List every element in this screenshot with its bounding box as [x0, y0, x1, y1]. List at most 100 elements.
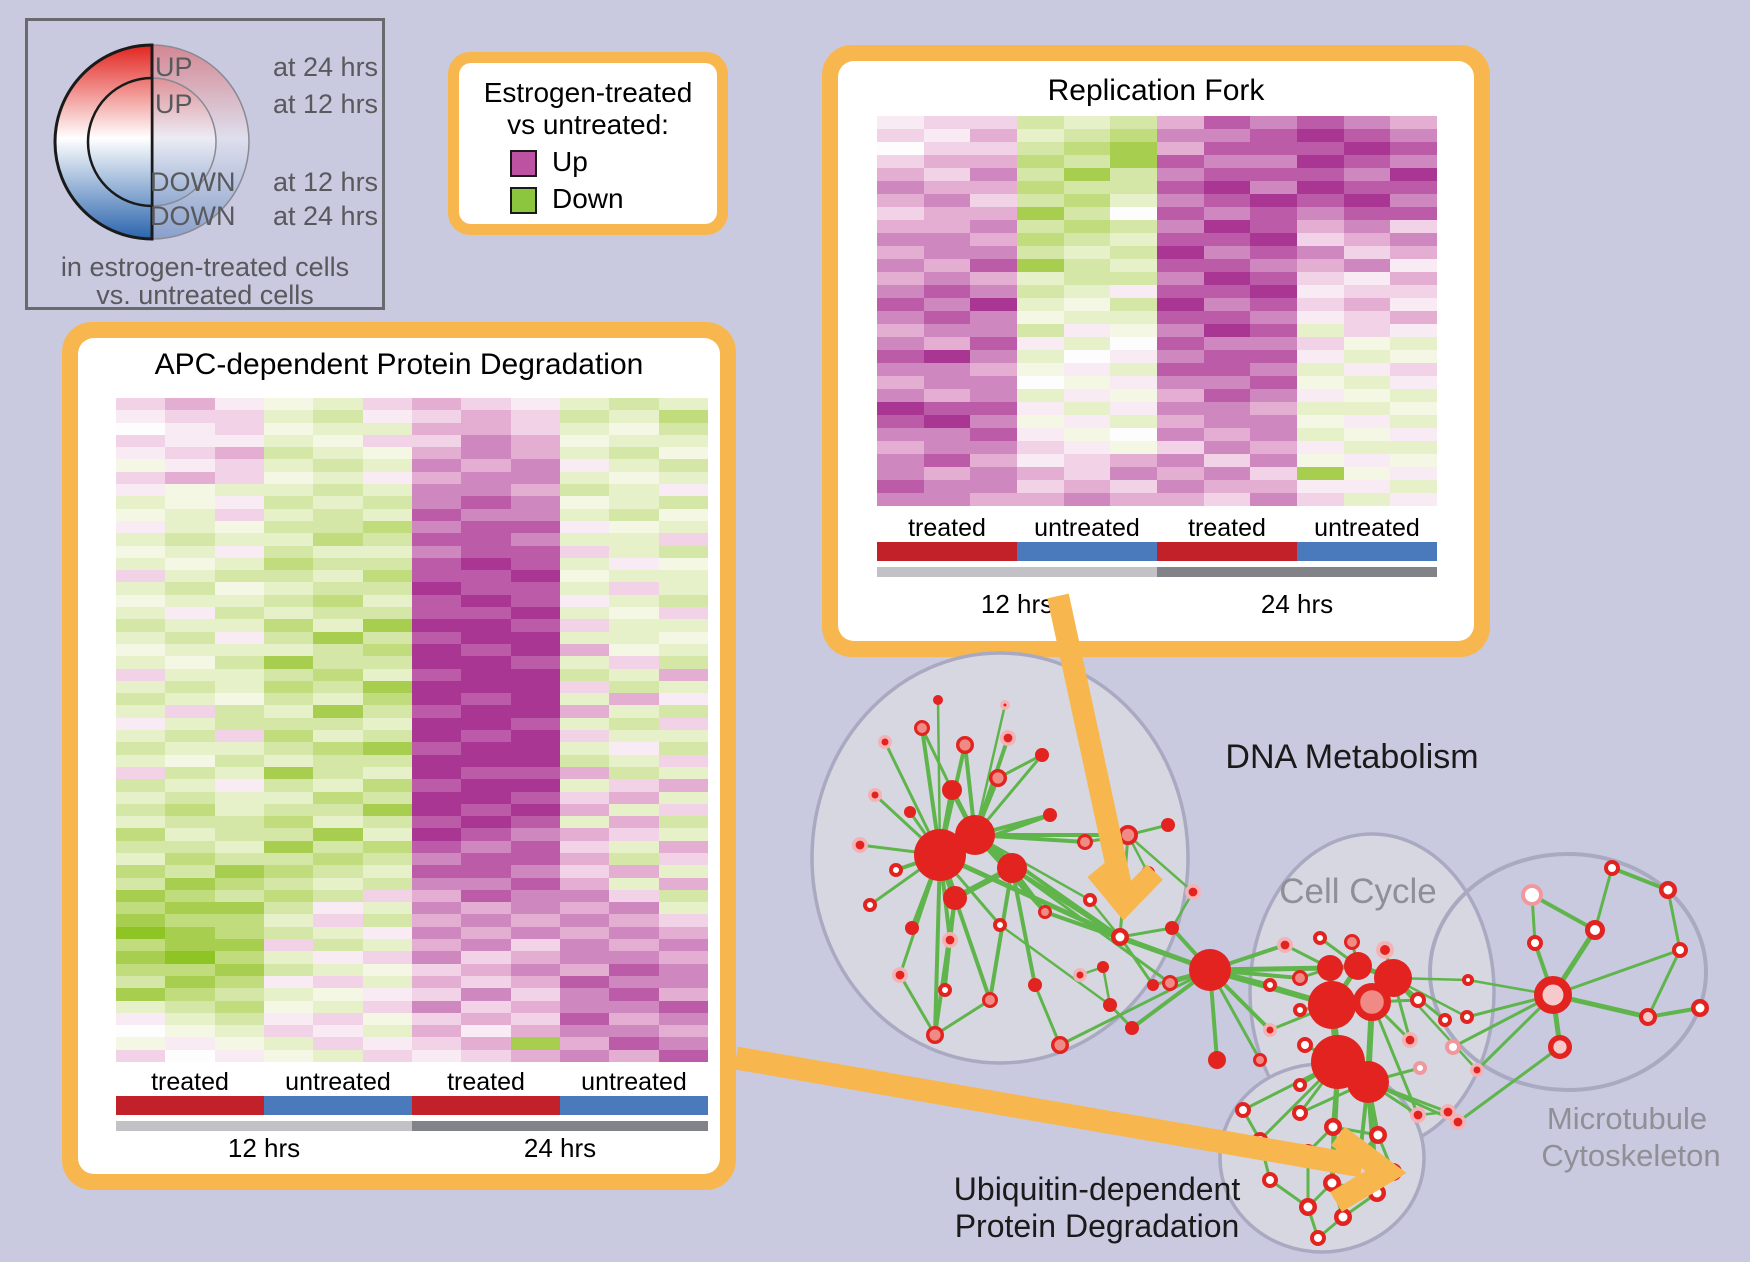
heatmap-cell [461, 484, 511, 497]
heatmap-cell [559, 398, 610, 411]
heatmap-cell [362, 852, 412, 866]
apc-group-treated-24: treated [447, 1068, 525, 1096]
heatmap-cell [1063, 155, 1111, 168]
heatmap-cell [1110, 389, 1158, 402]
heatmap-cell [461, 766, 511, 780]
heatmap-cell [411, 594, 462, 608]
heatmap-cell [510, 607, 560, 620]
heatmap-cell [877, 324, 924, 337]
heatmap-row [116, 398, 708, 411]
heatmap-cell [1110, 402, 1158, 415]
heatmap-cell [362, 754, 412, 767]
heatmap-cell [1110, 129, 1158, 142]
heatmap-cell [877, 142, 924, 155]
heatmap-cell [1063, 220, 1111, 233]
heatmap-row [877, 129, 1438, 142]
heatmap-cell [263, 1000, 314, 1013]
network-node-d31 [926, 1025, 945, 1044]
heatmap-cell [510, 975, 560, 989]
heatmap-row [877, 454, 1438, 467]
apc-group-labels: treated untreated treated untreated [116, 1068, 708, 1097]
heatmap-cell [313, 926, 363, 940]
heatmap-cell [362, 484, 412, 497]
heatmap-row [116, 594, 708, 608]
heatmap-cell [362, 545, 412, 558]
heatmap-cell [1203, 129, 1251, 142]
heatmap-cell [658, 545, 708, 558]
heatmap-cell [313, 607, 363, 620]
arrow-apc-to-ubiquitin-head [1330, 1126, 1407, 1212]
heatmap-cell [510, 410, 560, 423]
heatmap-cell [1297, 350, 1344, 363]
heatmap-row [116, 705, 708, 718]
heatmap-cell [116, 459, 166, 472]
heatmap-cell [214, 754, 264, 767]
heatmap-cell [970, 285, 1018, 298]
heatmap-cell [1110, 441, 1158, 454]
heatmap-cell [214, 779, 264, 792]
heatmap-cell [1063, 168, 1111, 181]
heatmap-cell [877, 441, 924, 454]
heatmap-cell [1157, 337, 1204, 350]
heatmap-cell [609, 619, 659, 632]
heatmap-cell [461, 680, 511, 694]
heatmap-cell [1250, 194, 1298, 207]
heatmap-cell [1297, 311, 1344, 324]
heatmap-cell [923, 337, 971, 350]
heatmap-cell [116, 828, 166, 841]
heatmap-cell [313, 988, 363, 1001]
network-node-m11 [1440, 1104, 1457, 1121]
heatmap-row [116, 865, 708, 878]
heatmap-cell [214, 902, 264, 915]
heatmap-cell [362, 865, 412, 878]
heatmap-cell [609, 1000, 659, 1013]
heatmap-cell [461, 471, 511, 485]
heatmap-cell [1063, 181, 1111, 194]
rf-12hr-label: 12 hrs [980, 589, 1054, 619]
heatmap-cell [970, 298, 1018, 311]
heatmap-cell [165, 496, 215, 509]
heatmap-cell [923, 116, 971, 129]
heatmap-row [116, 570, 708, 583]
heatmap-cell [214, 939, 264, 952]
heatmap-cell [263, 926, 314, 940]
heatmap-cell [1157, 246, 1204, 259]
heatmap-cell [559, 705, 610, 718]
network-node-u7 [1299, 1198, 1317, 1216]
heatmap-cell [116, 570, 166, 583]
heatmap-cell [313, 693, 363, 706]
network-node-b2 [1450, 1114, 1467, 1131]
heatmap-cell [313, 656, 363, 669]
heatmap-cell [214, 889, 264, 903]
heatmap-cell [214, 988, 264, 1001]
heatmap-cell [559, 828, 610, 841]
heatmap-cell [658, 717, 708, 731]
heatmap-cell [116, 680, 166, 694]
heatmap-cell [609, 557, 659, 571]
heatmap-cell [1343, 493, 1391, 506]
heatmap-row [116, 791, 708, 804]
heatmap-cell [461, 459, 511, 472]
heatmap-cell [923, 467, 971, 480]
heatmap-cell [877, 181, 924, 194]
apc-time-bar [116, 1121, 708, 1131]
heatmap-cell [510, 963, 560, 976]
heatmap-cell [1343, 454, 1391, 467]
network-node-d38 [1162, 975, 1179, 992]
network-node-d16 [1043, 808, 1057, 822]
heatmap-cell [1110, 298, 1158, 311]
heatmap-cell [214, 410, 264, 423]
heatmap-cell [1017, 428, 1064, 441]
heatmap-cell [313, 668, 363, 681]
heatmap-cell [313, 570, 363, 583]
heatmap-cell [1297, 272, 1344, 285]
heatmap-cell [877, 207, 924, 220]
rf-untreated-bar-12 [1017, 542, 1157, 561]
heatmap-cell [411, 840, 462, 853]
heatmap-cell [1250, 259, 1298, 272]
network-node-d4 [999, 729, 1016, 746]
heatmap-cell [1063, 233, 1111, 246]
heatmap-cell [362, 939, 412, 952]
heatmap-cell [559, 693, 610, 706]
network-node-d28 [982, 992, 999, 1009]
